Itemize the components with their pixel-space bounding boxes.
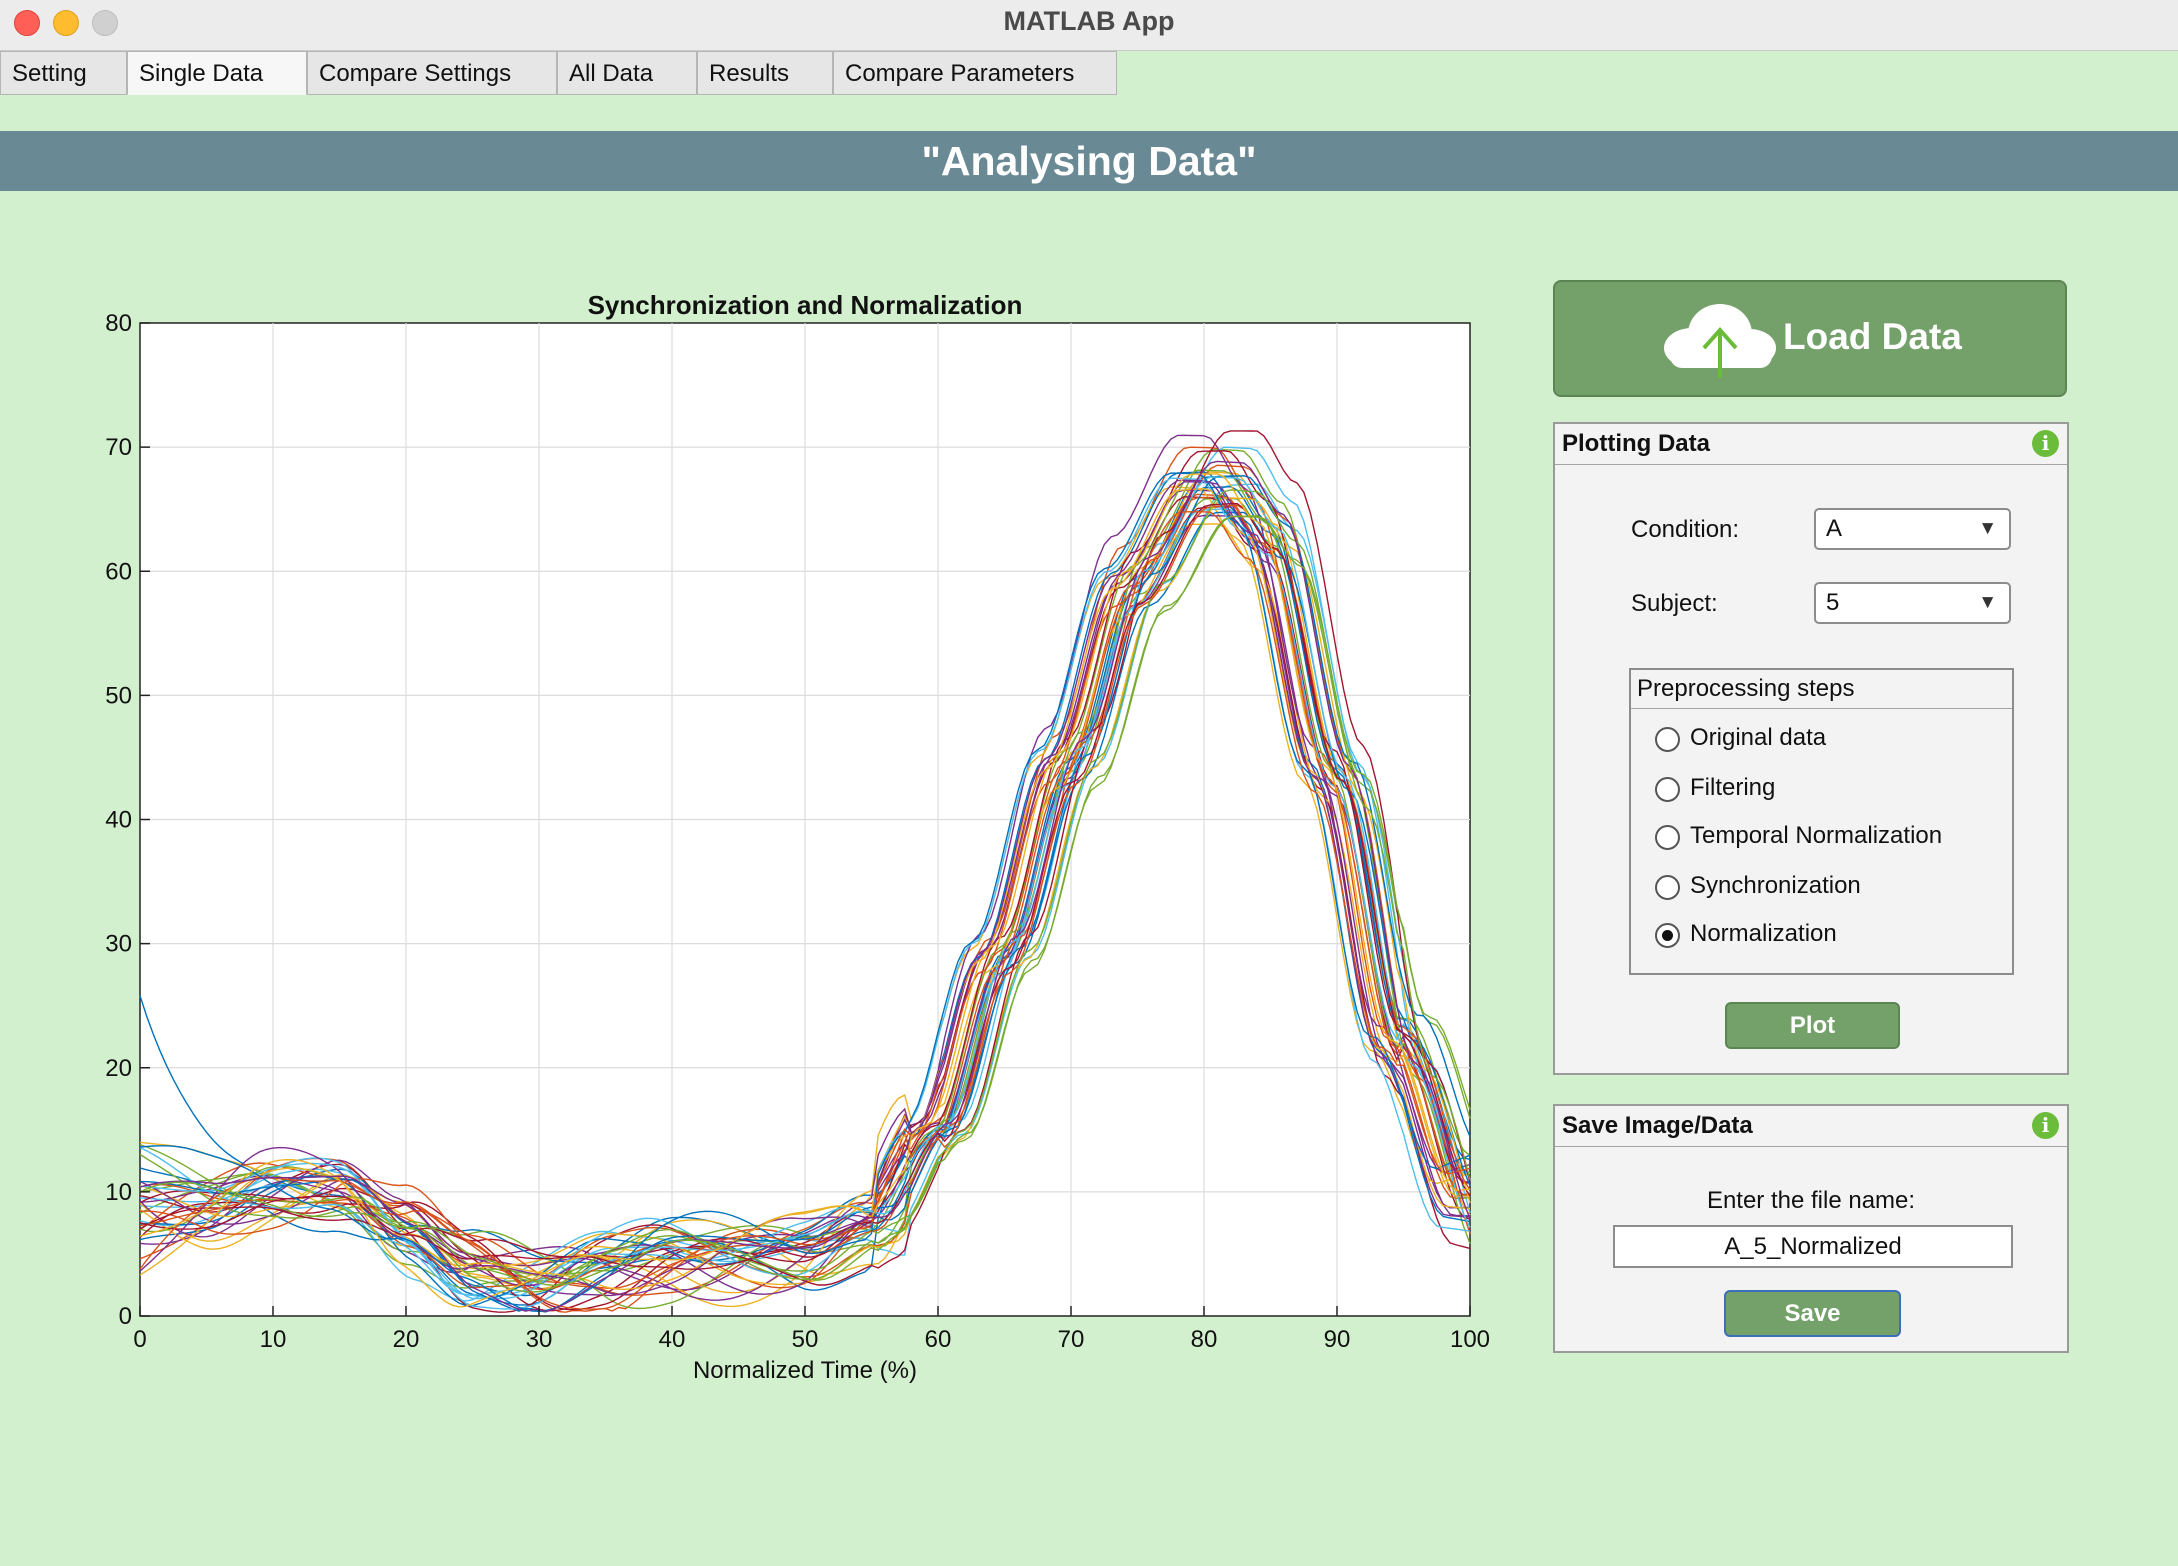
- series-line: [139, 471, 1471, 1291]
- filename-input[interactable]: A_5_Normalized: [1613, 1225, 2013, 1268]
- chevron-down-icon: ▼: [1978, 592, 1997, 613]
- save-panel-title: Save Image/Data: [1562, 1112, 1753, 1139]
- plotting-data-title: Plotting Data: [1562, 430, 1710, 457]
- x-tick-label: 60: [925, 1326, 952, 1353]
- tab-bar: Setting Single Data Compare Settings All…: [0, 51, 2178, 97]
- subject-label: Subject:: [1631, 590, 1718, 617]
- x-tick-label: 30: [526, 1326, 553, 1353]
- x-tick-label: 20: [393, 1326, 420, 1353]
- chevron-down-icon: ▼: [1978, 518, 1997, 539]
- info-icon[interactable]: i: [2032, 1112, 2059, 1139]
- series-line: [139, 489, 1471, 1293]
- series-line: [139, 472, 1471, 1313]
- series-line: [139, 487, 1471, 1291]
- y-tick-label: 70: [105, 434, 132, 461]
- y-tick-label: 50: [105, 682, 132, 709]
- load-data-button[interactable]: Load Data: [1553, 280, 2067, 397]
- filename-prompt: Enter the file name:: [1706, 1187, 1916, 1214]
- tab-setting[interactable]: Setting: [0, 51, 127, 95]
- save-image-data-panel: Save Image/Data i Enter the file name: A…: [1553, 1104, 2069, 1353]
- x-tick-label: 40: [659, 1326, 686, 1353]
- condition-label: Condition:: [1631, 516, 1740, 543]
- tab-all-data[interactable]: All Data: [557, 51, 697, 95]
- page-banner-title: "Analysing Data": [0, 131, 2178, 191]
- radio-button[interactable]: [1655, 727, 1680, 752]
- y-tick-label: 10: [105, 1179, 132, 1206]
- y-tick-label: 60: [105, 558, 132, 585]
- line-chart: Synchronization and Normalization 0 10 20 3…: [105, 290, 1490, 1384]
- chart-title: Synchronization and Normalization: [588, 290, 1023, 320]
- condition-dropdown[interactable]: A ▼: [1814, 508, 2011, 550]
- x-tick-label: 0: [133, 1326, 146, 1353]
- minimize-window-button[interactable]: [53, 10, 79, 36]
- window-title: MATLAB App: [1003, 6, 1175, 36]
- radio-button[interactable]: [1655, 777, 1680, 802]
- preprocessing-steps-group: Preprocessing steps Original data Filter…: [1629, 668, 2014, 975]
- save-button[interactable]: Save: [1724, 1290, 1901, 1337]
- x-tick-label: 50: [792, 1326, 819, 1353]
- series-line: [139, 475, 1471, 1313]
- tab-single-data[interactable]: Single Data: [127, 51, 307, 95]
- radio-button-selected[interactable]: [1655, 923, 1680, 948]
- radio-label: Normalization: [1690, 920, 1837, 947]
- x-tick-label: 80: [1191, 1326, 1218, 1353]
- radio-label: Original data: [1690, 724, 1827, 751]
- save-panel-header: Save Image/Data i: [1555, 1106, 2067, 1147]
- x-tick-label: 100: [1450, 1326, 1490, 1353]
- series-line: [139, 511, 1471, 1310]
- y-tick-label: 20: [105, 1055, 132, 1082]
- plot-button[interactable]: Plot: [1725, 1002, 1900, 1049]
- series-line: [139, 430, 1471, 1286]
- series-line: [139, 460, 1471, 1313]
- zoom-window-button[interactable]: [92, 10, 118, 36]
- y-tick-label: 0: [119, 1303, 132, 1330]
- radio-label: Temporal Normalization: [1690, 822, 1943, 849]
- x-tick-label: 90: [1324, 1326, 1351, 1353]
- x-tick-label: 10: [260, 1326, 287, 1353]
- cloud-upload-icon: [1664, 304, 1776, 378]
- x-tick-label: 70: [1058, 1326, 1085, 1353]
- series-line: [139, 469, 1471, 1310]
- series-line: [139, 496, 1471, 1312]
- preprocessing-steps-title: Preprocessing steps: [1631, 670, 2012, 709]
- tab-compare-parameters[interactable]: Compare Parameters: [833, 51, 1117, 95]
- subject-value: 5: [1826, 589, 1840, 616]
- series-line: [139, 497, 1471, 1286]
- plotting-data-panel: Plotting Data i Condition: A ▼ Subject: …: [1553, 422, 2069, 1075]
- x-axis-label: Normalized Time (%): [693, 1357, 917, 1384]
- load-data-label: Load Data: [1783, 316, 1962, 357]
- radio-selected-dot: [1662, 930, 1673, 941]
- radio-button[interactable]: [1655, 875, 1680, 900]
- radio-label: Synchronization: [1690, 872, 1861, 899]
- series-line: [139, 515, 1471, 1286]
- condition-value: A: [1826, 515, 1843, 542]
- y-tick-label: 40: [105, 807, 132, 834]
- radio-label: Filtering: [1690, 774, 1776, 801]
- close-window-button[interactable]: [14, 10, 40, 36]
- tab-results[interactable]: Results: [697, 51, 833, 95]
- info-icon[interactable]: i: [2032, 430, 2059, 457]
- radio-button[interactable]: [1655, 825, 1680, 850]
- tab-compare-settings[interactable]: Compare Settings: [307, 51, 557, 95]
- series-group: [139, 430, 1471, 1313]
- subject-dropdown[interactable]: 5 ▼: [1814, 582, 2011, 624]
- plotting-data-header: Plotting Data i: [1555, 424, 2067, 465]
- y-tick-label: 30: [105, 931, 132, 958]
- y-tick-label: 80: [105, 310, 132, 337]
- series-line: [139, 485, 1471, 1297]
- series-line: [139, 473, 1471, 1308]
- axis-ticks: 0 10 20 30 40 50 60 70 80 90 100 0 10 20 30 40 50 60 70 80: [105, 310, 1490, 1353]
- title-bar: MATLAB App: [0, 0, 2178, 51]
